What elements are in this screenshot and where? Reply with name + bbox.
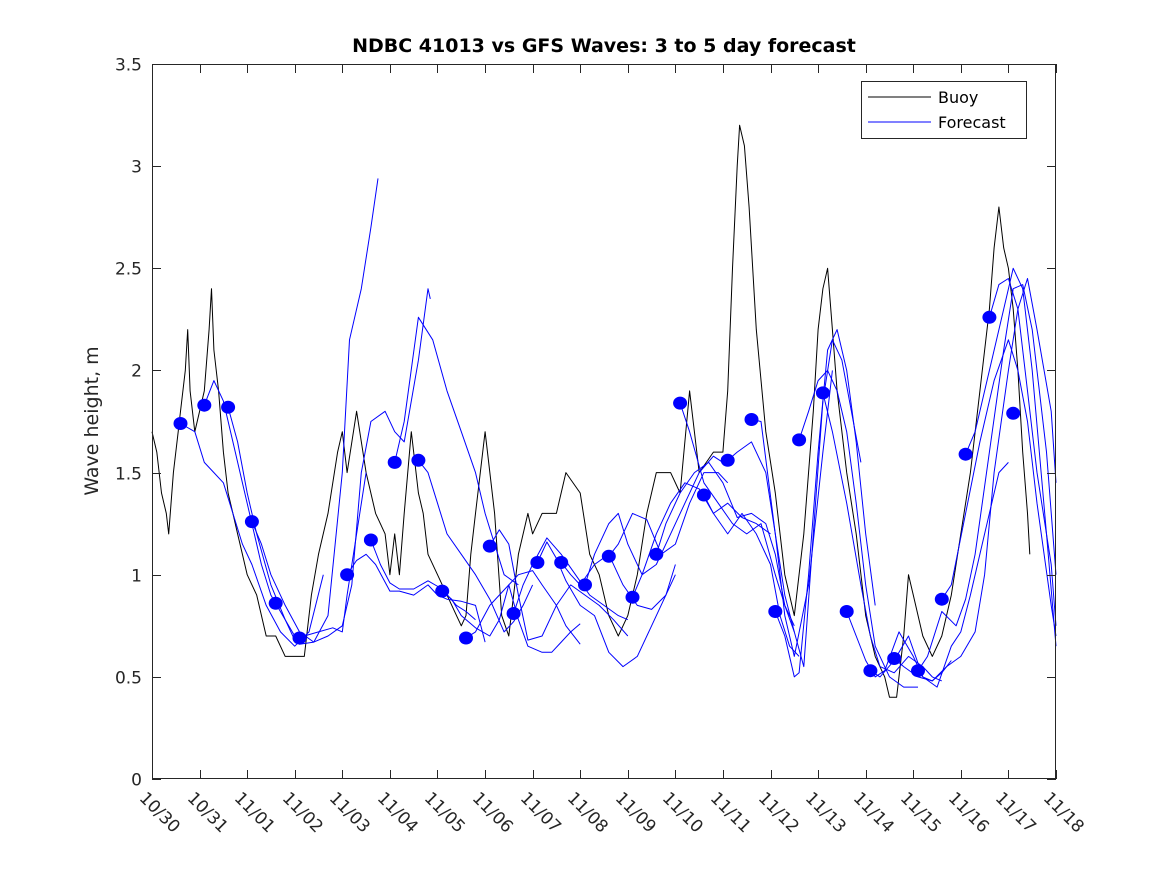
y-tick-label: 1 [131,567,142,587]
forecast-point [173,417,188,430]
forecast-point [887,652,902,665]
forecast-point [363,533,378,547]
legend-label-buoy: Buoy [938,88,978,107]
forecast-point [839,605,854,618]
forecast-line-18 [655,461,795,627]
forecast-point [530,556,545,569]
y-tick-label: 2 [131,362,142,382]
forecast-point [649,547,664,561]
forecast-line-23 [774,329,876,678]
forecast-point [221,400,236,414]
legend: Buoy Forecast [861,81,1027,139]
forecast-line-32 [988,278,1057,626]
forecast-point [696,488,711,502]
forecast-line-5 [346,553,486,643]
y-tick-label: 0.5 [115,669,142,689]
forecast-line-1 [180,423,324,647]
forecast-line-22 [751,339,862,668]
forecast-point [268,596,283,610]
forecast-point [934,592,949,606]
forecast-point [863,664,878,678]
legend-box [861,81,1027,139]
forecast-point [982,310,997,324]
forecast-point [744,413,759,426]
legend-label-forecast: Forecast [938,113,1006,132]
forecast-point [768,605,783,618]
forecast-point [506,607,521,620]
forecast-point [244,515,259,529]
forecast-line-7 [394,316,519,586]
forecast-point [1006,406,1021,420]
y-axis: 0 0.5 1 1.5 2 2.5 3 3.5 [115,56,1056,791]
forecast-line-31 [965,267,1057,647]
series-layer [151,124,1057,698]
forecast-line-6 [370,539,476,621]
y-tick-label: 3 [131,158,142,178]
forecast-point [625,590,640,604]
forecast-line-11 [489,529,629,641]
forecast-point [911,664,925,678]
forecast-point [411,453,426,467]
axes-box [152,64,1056,779]
forecast-point [292,631,307,645]
forecast-point [197,398,212,412]
forecast-line-30 [941,339,1057,637]
forecast-point [601,549,616,563]
forecast-line-24 [798,369,918,688]
y-tick-label: 0 [131,771,142,791]
forecast-line-15 [584,455,724,586]
forecast-line-13 [536,541,676,668]
forecast-line-4 [251,288,431,643]
y-tick-label: 2.5 [115,260,142,280]
forecast-line-25 [822,392,942,682]
forecast-point [482,539,497,553]
buoy-line [151,124,1031,698]
forecast-point [958,447,973,461]
forecast-line-29 [917,284,1057,671]
forecast-point [720,453,735,467]
chart-title: NDBC 41013 vs GFS Waves: 3 to 5 day fore… [352,35,856,57]
forecast-line-14 [560,553,676,610]
forecast-point [554,556,569,569]
forecast-point [815,386,830,400]
forecast-point [435,584,450,598]
forecast-line-3 [227,178,379,645]
forecast-point [459,631,473,645]
y-tick-label: 1.5 [115,465,142,485]
forecast-point [578,578,592,592]
forecast-point [387,455,402,469]
y-tick-label: 3.5 [115,56,142,76]
forecast-point [673,396,688,410]
forecast-line-20 [703,494,800,657]
forecast-line-16 [608,472,729,557]
forecast-line-19 [679,402,795,633]
forecast-point [340,568,355,582]
forecast-line-10 [465,584,581,653]
forecast-line-12 [513,537,628,621]
forecast-point [792,433,807,447]
marker-layer [173,310,1021,678]
y-axis-label: Wave height, m [81,346,103,495]
forecast-line-28 [893,278,1057,682]
forecast-line-21 [727,370,833,657]
